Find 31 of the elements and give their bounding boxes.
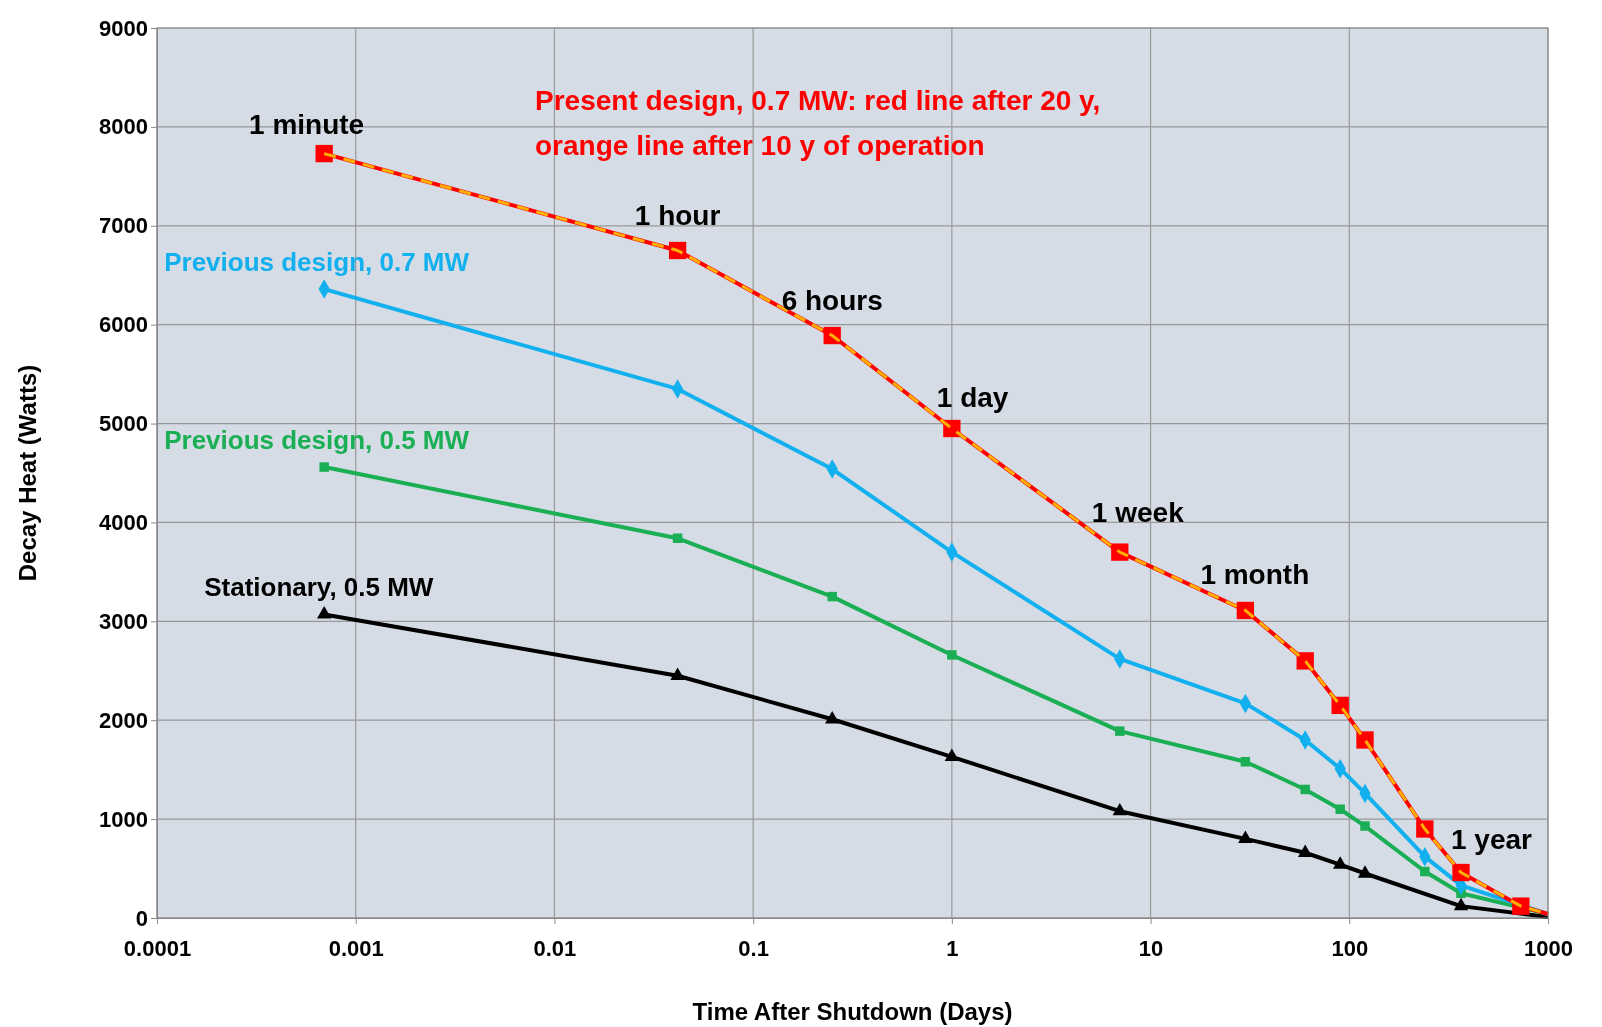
x-tick-label: 0.0001	[123, 935, 192, 961]
y-tick-label: 5000	[99, 411, 148, 437]
x-axis-title: Time After Shutdown (Days)	[692, 998, 1013, 1025]
annotation: 1 week	[1091, 497, 1185, 529]
annotation: 1 hour	[634, 199, 721, 231]
annotation: 6 hours	[781, 284, 883, 316]
annotation: 1 year	[1451, 823, 1533, 855]
annotation: 1 day	[936, 381, 1009, 413]
y-tick-label: 1000	[99, 806, 148, 832]
y-tick-label: 2000	[99, 707, 148, 733]
series-label: Previous design, 0.5 MW	[164, 425, 470, 456]
x-tick-label: 1000	[1524, 935, 1573, 961]
series-label: Stationary, 0.5 MW	[204, 572, 434, 603]
series-label: Previous design, 0.7 MW	[164, 247, 470, 278]
x-tick-label: 0.01	[533, 935, 577, 961]
x-tick-label: 0.1	[738, 935, 769, 961]
x-tick-label: 10	[1138, 935, 1164, 961]
y-tick-label: 3000	[99, 608, 148, 634]
x-tick-label: 0.001	[328, 935, 384, 961]
y-tick-label: 0	[135, 905, 148, 931]
annotation: 1 month	[1200, 559, 1310, 591]
annotation: 1 minute	[249, 108, 365, 140]
y-tick-label: 4000	[99, 509, 148, 535]
x-tick-label: 100	[1331, 935, 1369, 961]
x-tick-label: 1	[946, 935, 959, 961]
annotation: Present design, 0.7 MW: red line after 20 y, orange line after 10 y of operation	[535, 85, 1101, 161]
y-tick-label: 9000	[99, 15, 148, 41]
y-axis-title: Decay Heat (Watts)	[14, 364, 41, 582]
y-tick-label: 7000	[99, 213, 148, 239]
y-tick-label: 8000	[99, 114, 148, 140]
y-tick-label: 6000	[99, 312, 148, 338]
